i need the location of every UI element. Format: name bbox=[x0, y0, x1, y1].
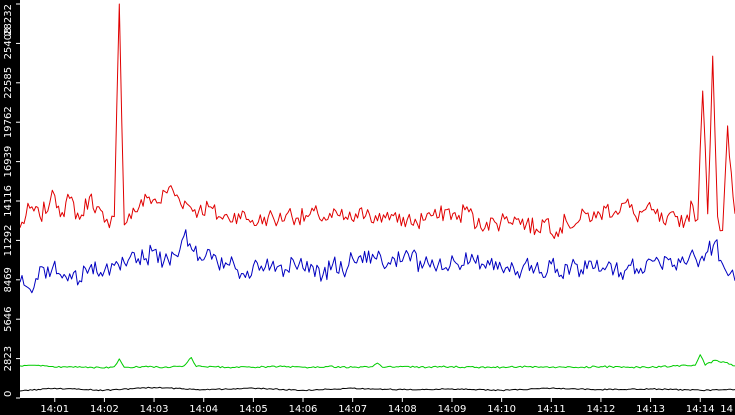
x-tick-label: 14:01 bbox=[40, 404, 69, 415]
series-line-2 bbox=[19, 229, 735, 294]
y-axis-strip bbox=[0, 0, 20, 415]
y-tick-label: 14116 bbox=[3, 185, 14, 217]
y-axis: 0 2823 5646 8469 11292 14116 16939 19762 22585 25… bbox=[3, 3, 20, 399]
y-tick-label: 11292 bbox=[3, 225, 14, 257]
x-tick-label: 14:04 bbox=[189, 404, 218, 415]
y-tick-label: 28232 bbox=[3, 4, 14, 36]
x-tick-label: 14:13 bbox=[636, 404, 665, 415]
x-tick-label: 14 bbox=[720, 404, 733, 415]
y-tick-label: 8469 bbox=[3, 267, 14, 292]
x-tick-label: 14:14 bbox=[686, 404, 715, 415]
y-tick-label: 25408 bbox=[3, 28, 14, 60]
x-axis: 14:01 14:02 14:03 14:04 14:05 14:06 14:07 14:08… bbox=[40, 398, 733, 415]
y-tick-label: 0 bbox=[3, 391, 14, 397]
x-tick-label: 14:09 bbox=[438, 404, 467, 415]
x-tick-label: 14:03 bbox=[140, 404, 169, 415]
x-axis-strip bbox=[0, 398, 735, 415]
series-line-4 bbox=[19, 386, 735, 392]
x-tick-label: 14:05 bbox=[239, 404, 268, 415]
x-tick-label: 14:12 bbox=[587, 404, 616, 415]
y-tick-label: 22585 bbox=[3, 67, 14, 99]
x-tick-label: 14:10 bbox=[487, 404, 516, 415]
x-tick-label: 14:02 bbox=[90, 404, 119, 415]
series-layer bbox=[19, 3, 735, 392]
x-tick-label: 14:06 bbox=[289, 404, 318, 415]
x-tick-label: 14:08 bbox=[388, 404, 417, 415]
series-line-3 bbox=[19, 354, 735, 369]
y-tick-label: 2823 bbox=[3, 346, 14, 371]
y-tick-label: 19762 bbox=[3, 106, 14, 138]
x-tick-label: 14:07 bbox=[338, 404, 367, 415]
y-tick-label: 16939 bbox=[3, 146, 14, 178]
x-tick-label: 14:11 bbox=[537, 404, 566, 415]
series-line-1 bbox=[19, 3, 735, 239]
y-tick-label: 5646 bbox=[3, 306, 14, 331]
